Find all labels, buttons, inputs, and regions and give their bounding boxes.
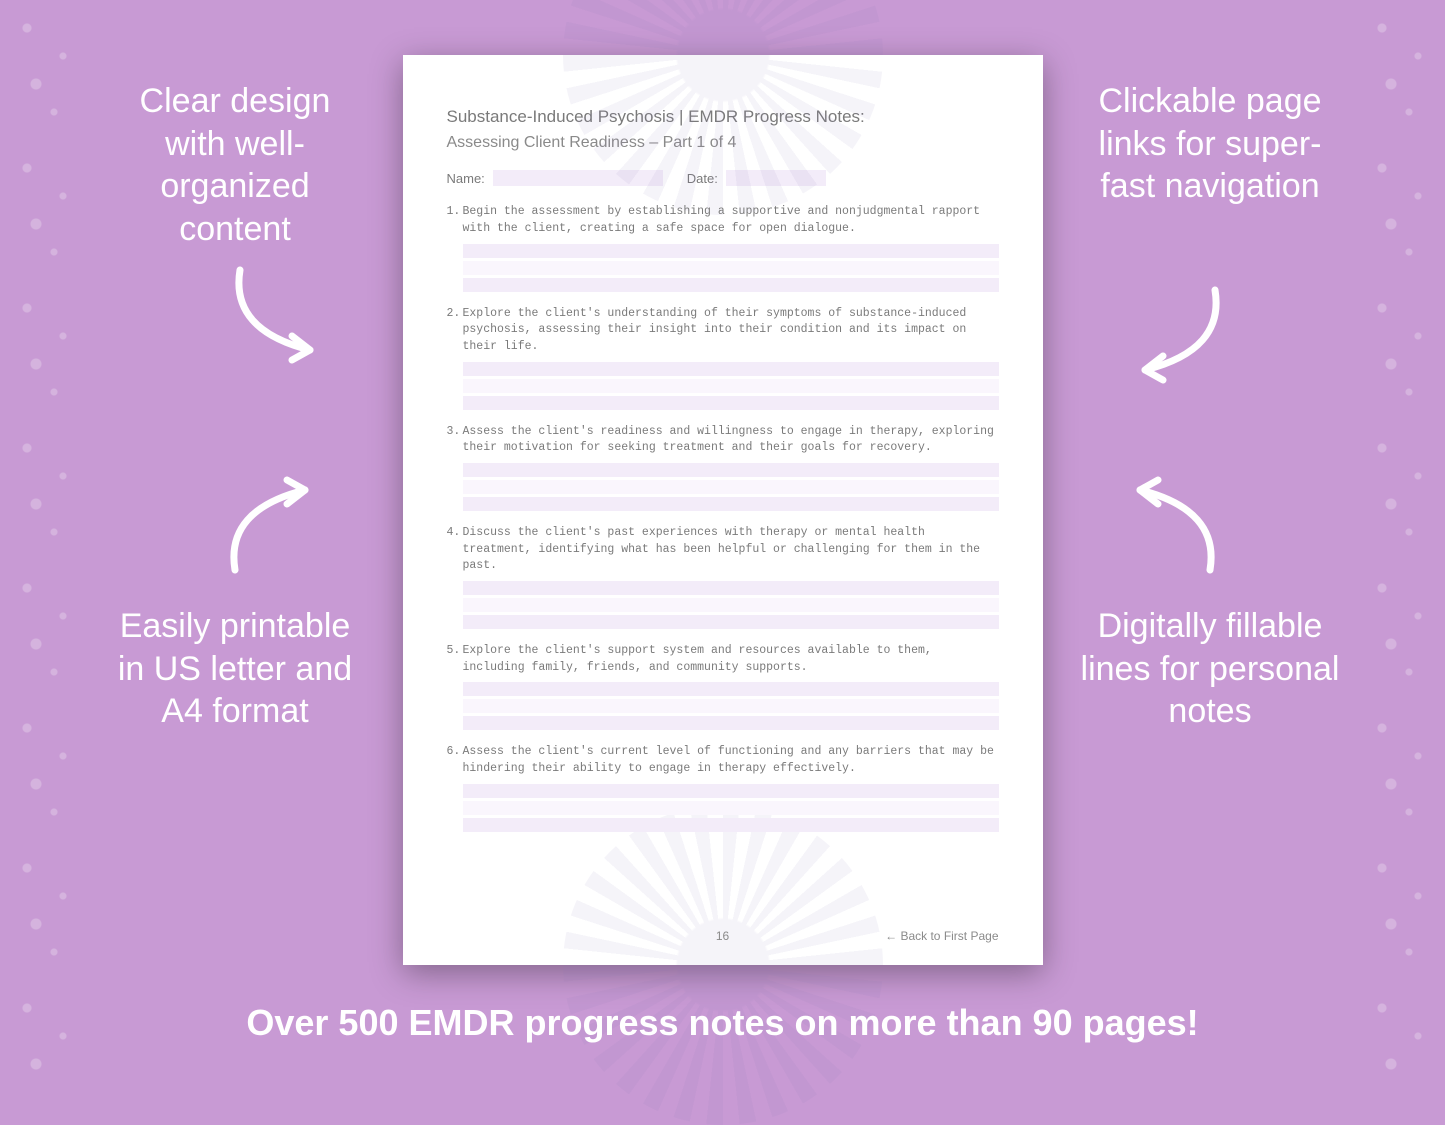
floral-strip-right xyxy=(1355,0,1445,1084)
item-text: Begin the assessment by establishing a s… xyxy=(463,204,999,237)
fill-lines xyxy=(463,463,999,511)
fill-line[interactable] xyxy=(463,801,999,815)
fill-line[interactable] xyxy=(463,818,999,832)
fill-lines xyxy=(463,362,999,410)
fill-line[interactable] xyxy=(463,598,999,612)
fill-line[interactable] xyxy=(463,615,999,629)
mandala-decoration-bottom xyxy=(563,805,883,1125)
fill-lines xyxy=(463,682,999,730)
callout-top-left: Clear design with well-organized content xyxy=(105,80,365,250)
page-subtitle: Assessing Client Readiness – Part 1 of 4 xyxy=(447,134,999,152)
fill-line[interactable] xyxy=(463,682,999,696)
fill-line[interactable] xyxy=(463,716,999,730)
list-item: 6.Assess the client's current level of f… xyxy=(447,744,999,831)
fill-line[interactable] xyxy=(463,362,999,376)
floral-strip-left xyxy=(0,0,90,1084)
date-input[interactable] xyxy=(726,170,826,186)
bottom-banner: Over 500 EMDR progress notes on more tha… xyxy=(0,1002,1445,1044)
item-text: Explore the client's understanding of th… xyxy=(463,306,999,356)
page-number: 16 xyxy=(716,929,729,943)
items-list: 1.Begin the assessment by establishing a… xyxy=(447,204,999,831)
date-field: Date: xyxy=(687,170,826,186)
fill-line[interactable] xyxy=(463,379,999,393)
arrow-bottom-left xyxy=(215,470,335,580)
item-number: 5. xyxy=(447,643,461,660)
item-text: Explore the client's support system and … xyxy=(463,643,999,676)
fill-line[interactable] xyxy=(463,278,999,292)
item-number: 3. xyxy=(447,424,461,441)
name-field: Name: xyxy=(447,170,663,186)
fill-line[interactable] xyxy=(463,784,999,798)
callout-bottom-right: Digitally fillable lines for personal no… xyxy=(1080,605,1340,733)
list-item: 2.Explore the client's understanding of … xyxy=(447,306,999,410)
list-item: 3.Assess the client's readiness and will… xyxy=(447,424,999,511)
fill-line[interactable] xyxy=(463,497,999,511)
callout-top-right: Clickable page links for super-fast navi… xyxy=(1080,80,1340,208)
list-item: 1.Begin the assessment by establishing a… xyxy=(447,204,999,291)
list-item: 4.Discuss the client's past experiences … xyxy=(447,525,999,629)
page-title: Substance-Induced Psychosis | EMDR Progr… xyxy=(447,103,999,130)
arrow-bottom-right xyxy=(1110,470,1230,580)
item-text: Discuss the client's past experiences wi… xyxy=(463,525,999,575)
document-page: Substance-Induced Psychosis | EMDR Progr… xyxy=(403,55,1043,965)
meta-row: Name: Date: xyxy=(447,170,999,186)
fill-line[interactable] xyxy=(463,261,999,275)
name-input[interactable] xyxy=(493,170,663,186)
date-label: Date: xyxy=(687,171,718,186)
fill-lines xyxy=(463,581,999,629)
fill-line[interactable] xyxy=(463,396,999,410)
arrow-top-right xyxy=(1115,280,1235,390)
fill-line[interactable] xyxy=(463,581,999,595)
fill-line[interactable] xyxy=(463,699,999,713)
item-number: 6. xyxy=(447,744,461,761)
list-item: 5.Explore the client's support system an… xyxy=(447,643,999,730)
item-number: 1. xyxy=(447,204,461,221)
item-number: 2. xyxy=(447,306,461,323)
fill-lines xyxy=(463,244,999,292)
fill-line[interactable] xyxy=(463,480,999,494)
name-label: Name: xyxy=(447,171,485,186)
page-footer: 16 ← Back to First Page xyxy=(447,929,999,943)
callout-bottom-left: Easily printable in US letter and A4 for… xyxy=(105,605,365,733)
fill-lines xyxy=(463,784,999,832)
fill-line[interactable] xyxy=(463,244,999,258)
item-text: Assess the client's current level of fun… xyxy=(463,744,999,777)
fill-line[interactable] xyxy=(463,463,999,477)
arrow-top-left xyxy=(220,260,340,370)
back-to-first-link[interactable]: ← Back to First Page xyxy=(885,929,998,943)
item-number: 4. xyxy=(447,525,461,542)
item-text: Assess the client's readiness and willin… xyxy=(463,424,999,457)
